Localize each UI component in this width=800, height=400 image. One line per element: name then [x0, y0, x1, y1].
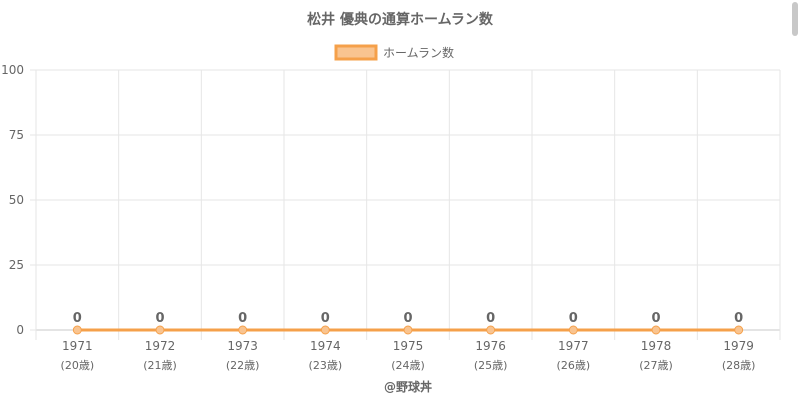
grid	[30, 69, 781, 340]
x-axis: 1971 (20歳) 1972 (21歳) 1973 (22歳) 1974 (23歳) 1975…	[61, 339, 756, 372]
data-point	[651, 325, 661, 335]
y-tick-label: 50	[9, 193, 24, 207]
x-tick-label: 1971	[62, 339, 93, 353]
data-point	[238, 325, 248, 335]
x-tick-sublabel: (20歳)	[61, 359, 95, 372]
y-axis: 0 25 50 75 100	[1, 63, 24, 337]
data-point	[320, 325, 330, 335]
y-tick-label: 25	[9, 258, 24, 272]
y-tick-label: 75	[9, 128, 24, 142]
data-label: 0	[238, 311, 247, 326]
y-tick-label: 0	[16, 323, 24, 337]
x-tick-sublabel: (27歳)	[639, 359, 673, 372]
data-point	[734, 325, 744, 335]
data-label: 0	[569, 311, 578, 326]
data-label: 0	[321, 311, 330, 326]
data-label: 0	[403, 311, 412, 326]
legend-swatch	[334, 44, 378, 61]
legend-label: ホームラン数	[383, 45, 454, 60]
x-tick-sublabel: (23歳)	[309, 359, 343, 372]
x-tick-sublabel: (26歳)	[557, 359, 591, 372]
data-point	[486, 325, 496, 335]
x-tick-sublabel: (24歳)	[391, 359, 425, 372]
scrollbar[interactable]	[792, 2, 798, 36]
data-point	[72, 325, 82, 335]
series-layer: 0 0 0 0 0 0 0 0 0	[72, 311, 744, 335]
legend[interactable]: ホームラン数	[334, 44, 454, 61]
x-tick-label: 1972	[145, 339, 176, 353]
x-tick-label: 1979	[723, 339, 754, 353]
x-tick-sublabel: (22歳)	[226, 359, 260, 372]
data-point	[403, 325, 413, 335]
x-tick-label: 1975	[393, 339, 424, 353]
x-tick-label: 1976	[475, 339, 506, 353]
x-tick-label: 1978	[641, 339, 672, 353]
data-label: 0	[155, 311, 164, 326]
data-point	[568, 325, 578, 335]
credit-text: @野球丼	[384, 379, 432, 394]
data-label: 0	[734, 311, 743, 326]
data-label: 0	[651, 311, 660, 326]
x-tick-sublabel: (28歳)	[722, 359, 756, 372]
data-label: 0	[486, 311, 495, 326]
data-label: 0	[73, 311, 82, 326]
data-point	[155, 325, 165, 335]
x-tick-sublabel: (21歳)	[143, 359, 177, 372]
y-tick-label: 100	[1, 63, 24, 77]
x-tick-label: 1977	[558, 339, 589, 353]
x-tick-sublabel: (25歳)	[474, 359, 508, 372]
chart-title: 松井 優典の通算ホームラン数	[307, 11, 494, 28]
x-tick-label: 1973	[227, 339, 258, 353]
x-tick-label: 1974	[310, 339, 341, 353]
